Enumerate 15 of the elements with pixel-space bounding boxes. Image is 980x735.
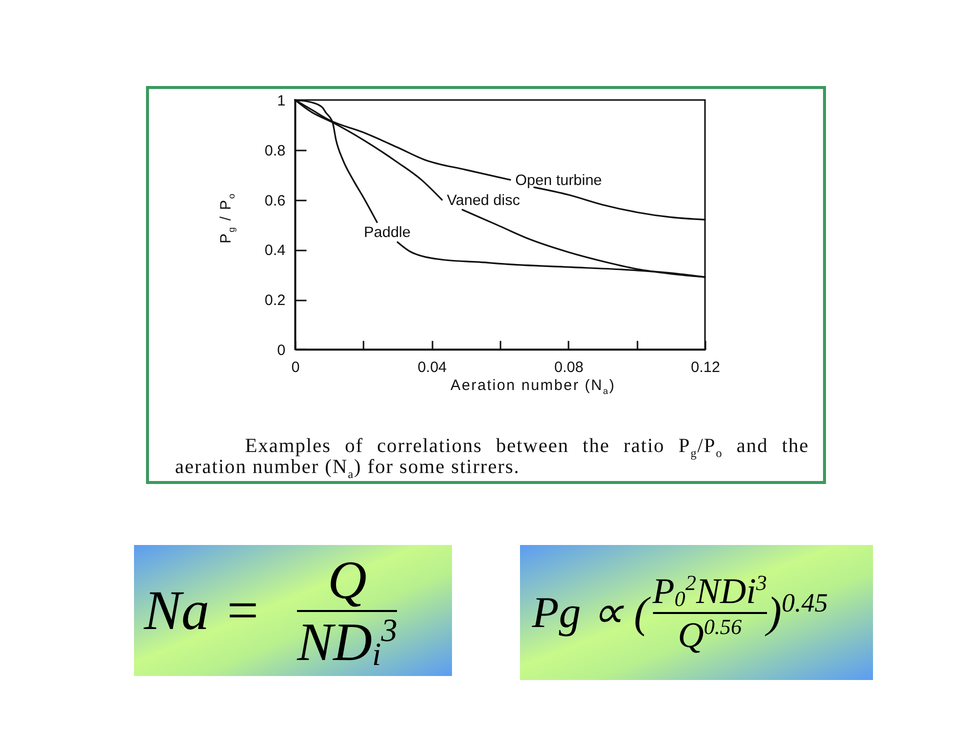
x-tick-label: 0 bbox=[291, 359, 300, 376]
text: Examples of correlations between the ratio P$_{g}$/P$_{o}$ and the aeration number (N$_{a}$) for some stirrers. bbox=[175, 435, 809, 481]
y-tick-label: 0.2 bbox=[264, 292, 286, 310]
series-label: Paddle bbox=[364, 224, 410, 242]
x-tick-label: 0.04 bbox=[417, 359, 446, 376]
series-label: Vaned disc bbox=[446, 192, 520, 210]
y-tick-label: 0 bbox=[276, 342, 286, 360]
series-label: Open turbine bbox=[514, 172, 602, 190]
y-tick-label: 1 bbox=[276, 92, 286, 110]
x-tick-label: 0.08 bbox=[554, 359, 584, 376]
y-tick-label: 0.6 bbox=[264, 192, 286, 210]
x-axis-title: Aeration number (N$_{a}$) bbox=[450, 377, 616, 396]
x-tick-label: 0.12 bbox=[690, 359, 720, 376]
y-tick-label: 0.8 bbox=[264, 142, 286, 160]
y-tick-label: 0.4 bbox=[264, 242, 286, 260]
